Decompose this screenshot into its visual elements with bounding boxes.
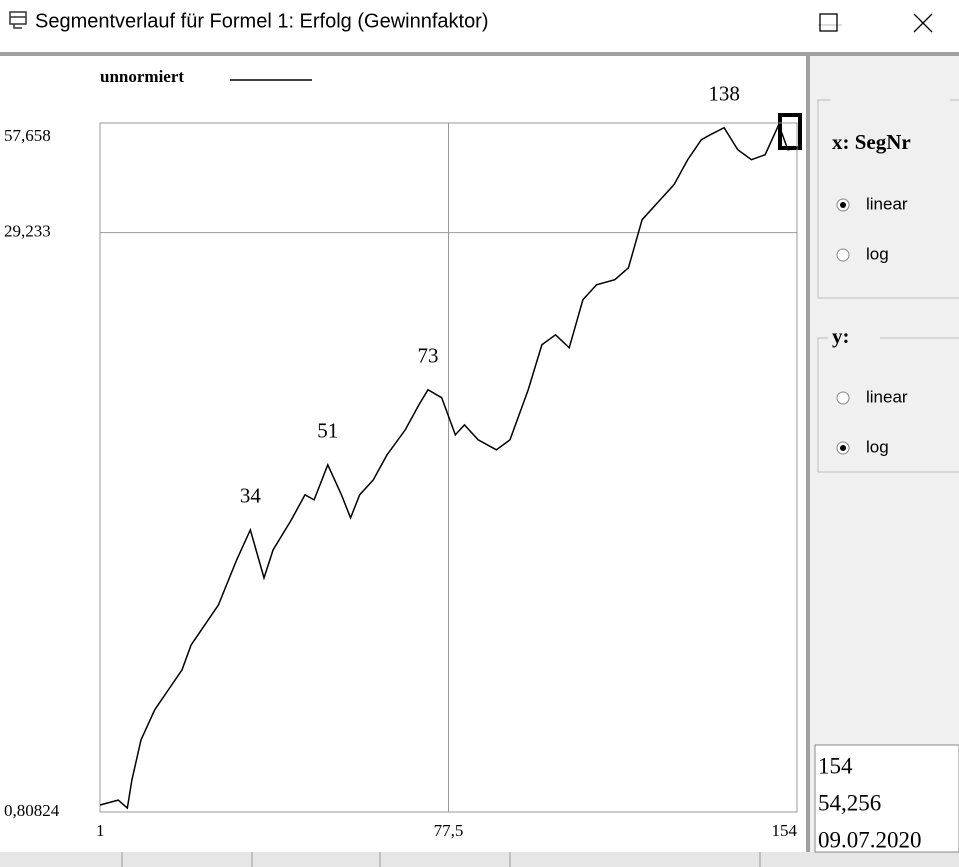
radio-label[interactable]: log — [866, 437, 889, 456]
group-label: y: — [832, 324, 850, 348]
x-tick-label: 77,5 — [434, 821, 464, 840]
radio-label[interactable]: linear — [866, 194, 908, 213]
radio-button[interactable] — [836, 391, 850, 405]
y-tick-label: 0,80824 — [4, 801, 60, 820]
annotation-bg — [309, 420, 346, 445]
radio-label[interactable]: log — [866, 244, 889, 263]
legend-label: unnormiert — [100, 67, 184, 86]
tab-strip — [0, 852, 959, 867]
readout-line: 09.07.2020 — [818, 827, 922, 852]
x-group-box — [817, 99, 959, 299]
y-group-box — [817, 337, 959, 473]
peak-label: 34 — [240, 484, 262, 508]
chart-area — [0, 56, 808, 852]
title-bar — [0, 0, 959, 50]
side-panel — [808, 56, 959, 852]
peak-label: 138 — [708, 82, 740, 106]
x-tick-label: 1 — [96, 821, 105, 840]
splitter — [806, 56, 810, 852]
annotation-bg — [706, 83, 743, 108]
radio-dot[interactable] — [840, 202, 846, 208]
readout-line: 154 — [818, 753, 853, 778]
readout-box — [814, 744, 959, 853]
x-tick-label: 154 — [772, 821, 798, 840]
frame-top — [0, 52, 959, 56]
app-icon — [9, 11, 27, 29]
readout-line: 54,256 — [818, 790, 881, 815]
annotation-bg — [232, 485, 269, 510]
radio-button[interactable] — [836, 248, 850, 262]
annotation-bg — [410, 345, 446, 370]
window-title: Segmentverlauf für Formel 1: Erfolg (Gew… — [35, 10, 489, 32]
maximize-button[interactable] — [819, 13, 838, 32]
y-tick-label: 57,658 — [4, 126, 51, 145]
peak-label: 51 — [317, 419, 338, 443]
data-line — [99, 122, 798, 810]
cursor-marker — [778, 113, 802, 150]
group-label: x: SegNr — [832, 130, 911, 154]
tab-separators — [121, 852, 761, 867]
close-button[interactable] — [913, 13, 933, 33]
peak-label: 73 — [418, 344, 439, 368]
radio-dot[interactable] — [840, 445, 846, 451]
y-tick-label: 29,233 — [4, 222, 51, 241]
radio-label[interactable]: linear — [866, 387, 908, 406]
